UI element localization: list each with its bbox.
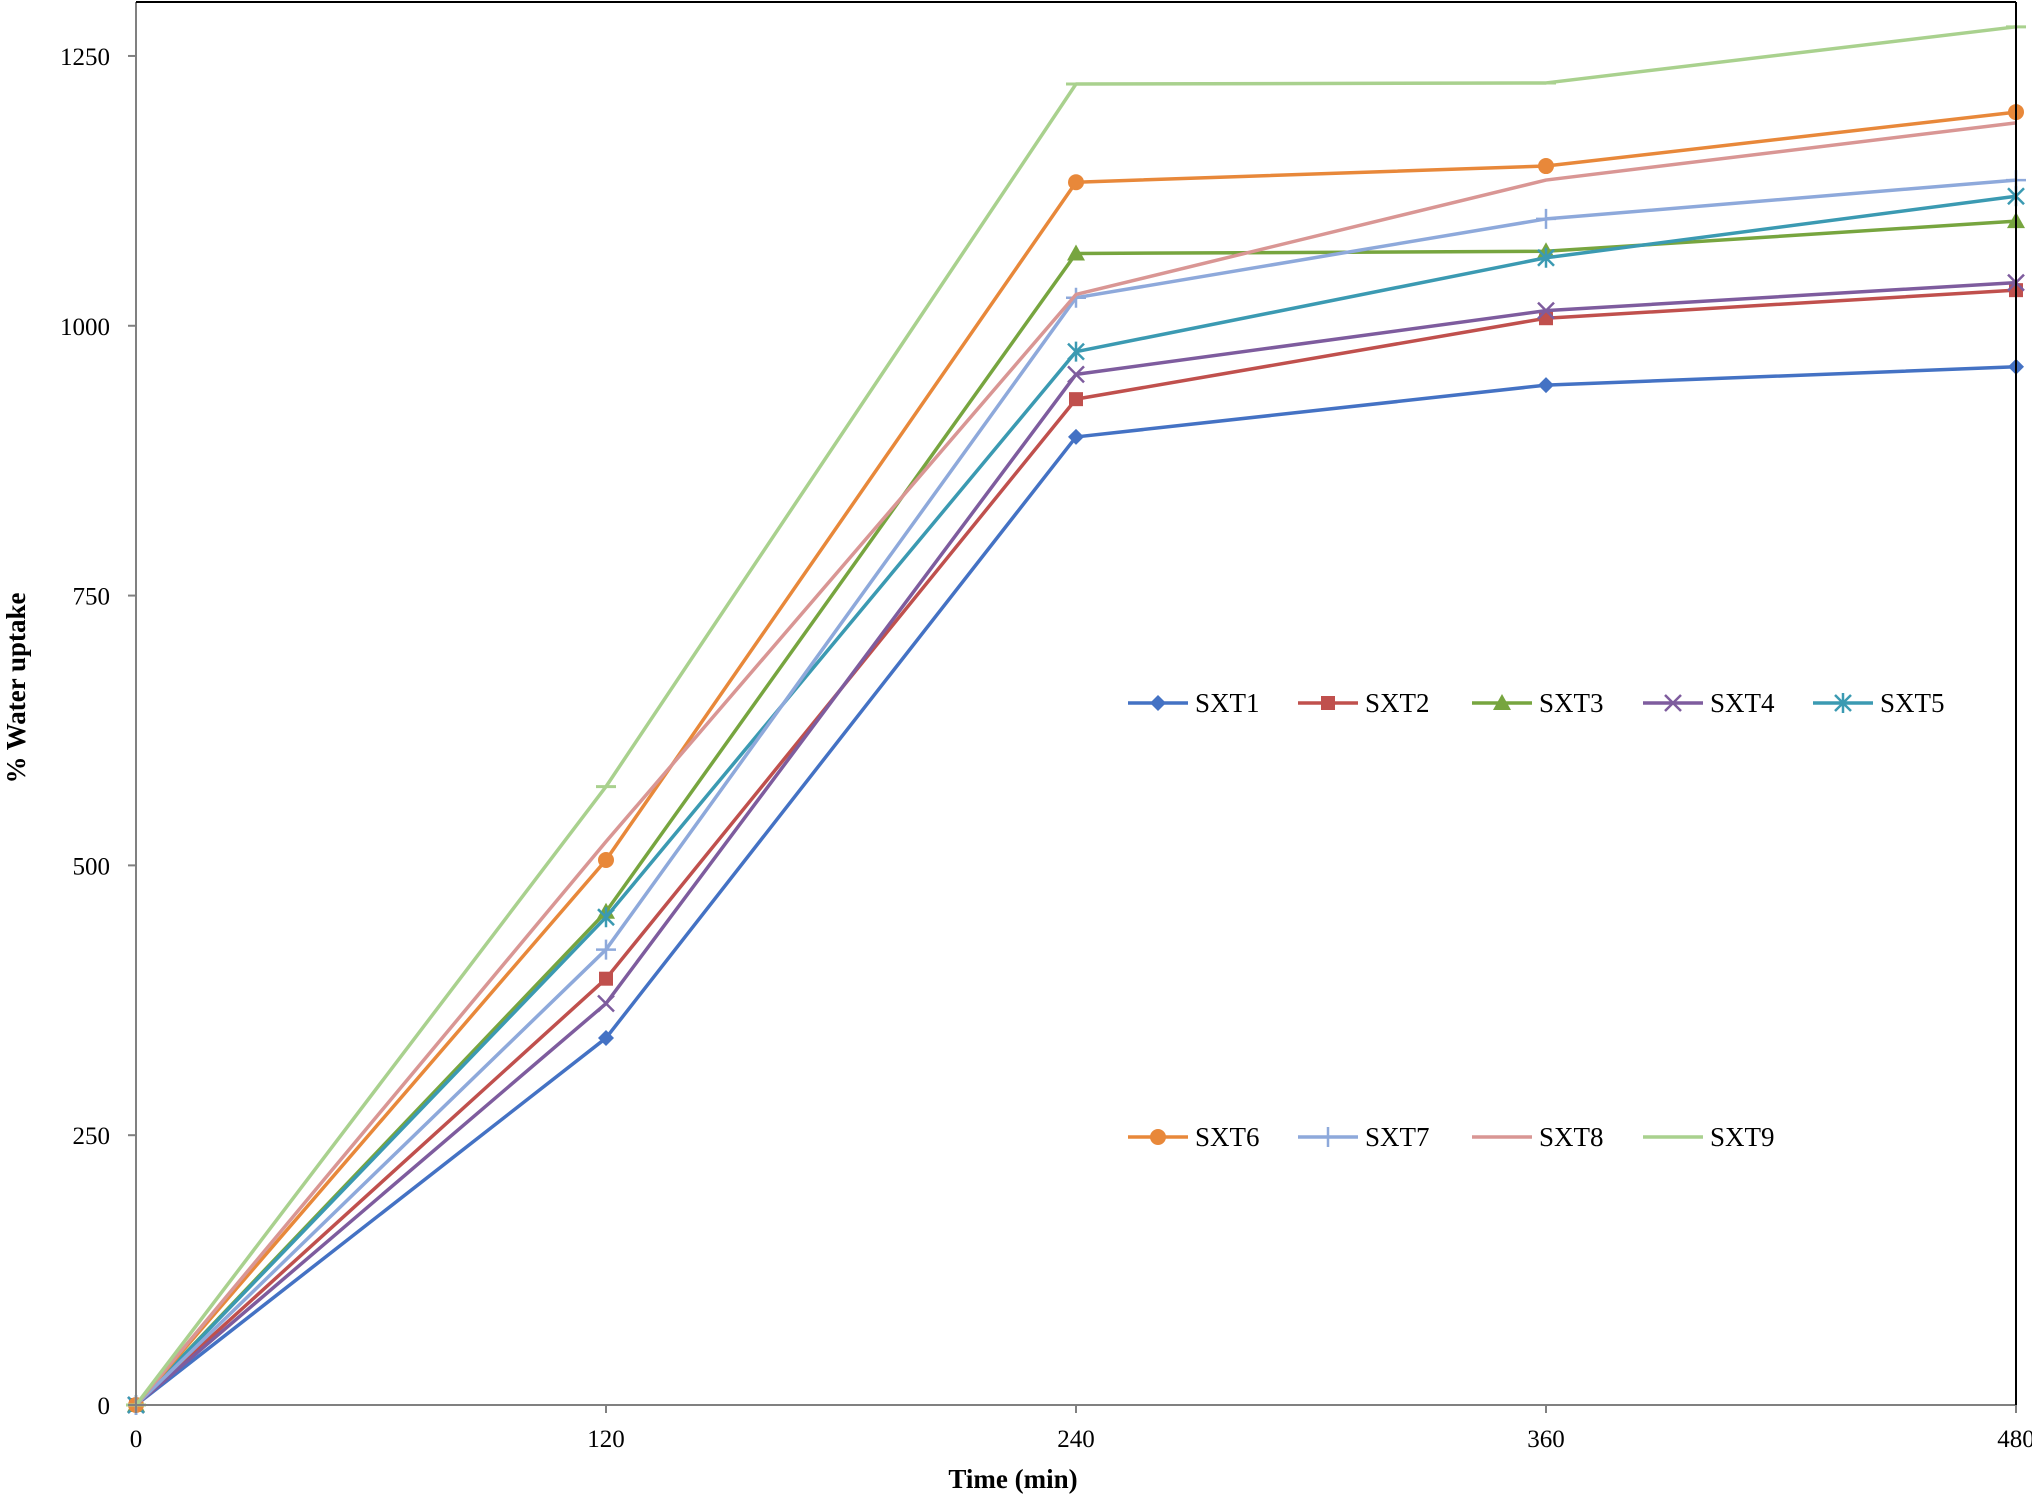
legend-label-sxt6: SXT6	[1195, 1122, 1260, 1152]
data-point-sxt7	[596, 939, 616, 960]
legend-marker-sxt3	[1493, 694, 1511, 710]
data-point-sxt7	[1066, 287, 1086, 308]
x-tick-label: 480	[1997, 1426, 2032, 1453]
x-tick-label: 120	[587, 1426, 625, 1453]
legend-label-sxt1: SXT1	[1195, 688, 1260, 718]
series-sxt8	[134, 121, 2017, 1407]
data-point-sxt2	[599, 971, 613, 986]
legend-item-sxt8: SXT8	[1472, 1122, 1604, 1152]
data-point-sxt1	[1538, 377, 1554, 394]
data-point-sxt1	[1068, 428, 1084, 445]
legend-label-sxt5: SXT5	[1880, 688, 1945, 718]
legend-item-sxt2: SXT2	[1298, 688, 1430, 718]
legend-marker-sxt7	[1318, 1127, 1338, 1147]
y-tick-label: 750	[73, 584, 111, 611]
legend-label-sxt7: SXT7	[1365, 1122, 1430, 1152]
legend-item-sxt1: SXT1	[1128, 688, 1260, 718]
legend-label-sxt4: SXT4	[1710, 688, 1775, 718]
legend-item-sxt7: SXT7	[1298, 1122, 1430, 1152]
legend-item-sxt4: SXT4	[1643, 688, 1775, 718]
data-point-sxt4	[597, 994, 615, 1013]
legend-marker-sxt1	[1150, 695, 1166, 711]
data-point-sxt1	[598, 1030, 614, 1047]
series-sxt6	[128, 104, 2024, 1413]
legend-label-sxt3: SXT3	[1539, 688, 1604, 718]
series-line-sxt8	[134, 121, 2017, 1407]
y-tick-label: 1000	[60, 314, 110, 341]
y-tick-label: 500	[73, 853, 111, 880]
legend-item-sxt5: SXT5	[1813, 688, 1945, 718]
legend-label-sxt2: SXT2	[1365, 688, 1430, 718]
x-axis-title: Time (min)	[948, 1464, 1077, 1494]
data-point-sxt2	[1539, 311, 1553, 326]
data-point-sxt4	[1537, 301, 1555, 320]
data-point-sxt2	[1069, 392, 1083, 407]
data-point-sxt7	[1536, 208, 1556, 229]
data-point-sxt5	[1067, 341, 1085, 362]
legend-marker-sxt6	[1150, 1129, 1166, 1145]
x-tick-label: 360	[1527, 1426, 1565, 1453]
legend-item-sxt6: SXT6	[1128, 1122, 1260, 1152]
data-point-sxt6	[1068, 174, 1084, 191]
data-point-sxt5	[1537, 247, 1555, 268]
x-tick-label: 240	[1057, 1426, 1095, 1453]
data-point-sxt5	[597, 907, 615, 928]
y-axis-title: % Water uptake	[1, 592, 31, 783]
legend-item-sxt3: SXT3	[1472, 688, 1604, 718]
legend-item-sxt9: SXT9	[1643, 1122, 1775, 1152]
x-tick-label: 0	[130, 1426, 143, 1453]
legend-label-sxt9: SXT9	[1710, 1122, 1775, 1152]
data-point-sxt6	[1538, 158, 1554, 175]
y-tick-label: 1250	[60, 44, 110, 71]
legend-marker-sxt5	[1834, 693, 1852, 713]
y-tick-label: 0	[98, 1393, 111, 1420]
y-tick-label: 250	[73, 1123, 111, 1150]
data-point-sxt6	[598, 851, 614, 868]
legend-marker-sxt4	[1664, 694, 1682, 712]
legend-marker-sxt2	[1321, 696, 1335, 710]
data-point-sxt3	[1067, 244, 1085, 261]
data-point-sxt4	[1067, 365, 1085, 384]
legend-label-sxt8: SXT8	[1539, 1122, 1604, 1152]
